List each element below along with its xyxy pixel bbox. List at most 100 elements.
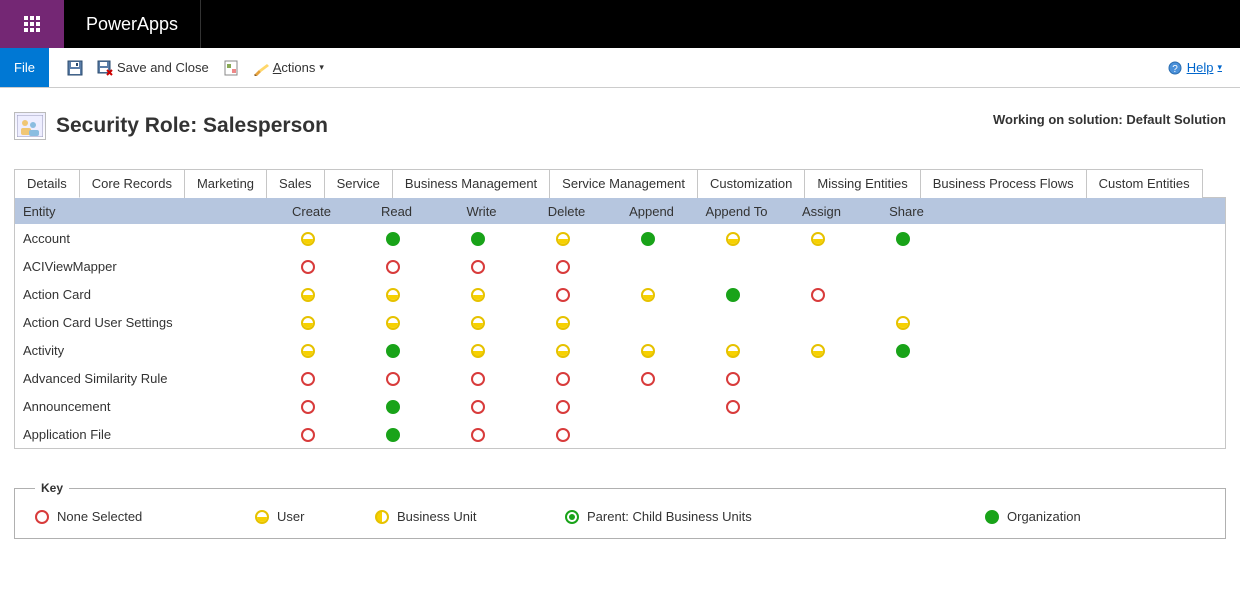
column-header: Assign — [775, 204, 860, 219]
file-button[interactable]: File — [0, 48, 49, 87]
permission-cell[interactable] — [435, 426, 520, 442]
permission-cell[interactable] — [520, 398, 605, 414]
tab-business-process-flows[interactable]: Business Process Flows — [920, 169, 1087, 198]
permission-cell[interactable] — [265, 286, 350, 302]
permission-indicator-none — [726, 400, 740, 414]
permission-cell[interactable] — [350, 314, 435, 330]
permission-cell[interactable] — [265, 342, 350, 358]
permission-cell[interactable] — [690, 286, 775, 302]
permission-cell[interactable] — [435, 398, 520, 414]
permission-cell[interactable] — [435, 342, 520, 358]
save-button[interactable] — [67, 60, 83, 76]
permission-indicator-parent — [565, 510, 579, 524]
permission-cell[interactable] — [435, 258, 520, 274]
permission-cell[interactable] — [435, 230, 520, 246]
permission-cell[interactable] — [690, 342, 775, 358]
top-bar: PowerApps — [0, 0, 1240, 48]
waffle-icon — [24, 16, 40, 32]
column-header: Append To — [690, 204, 775, 219]
tab-service-management[interactable]: Service Management — [549, 169, 698, 198]
key-label: None Selected — [57, 509, 142, 524]
toolbar-separator-icon — [223, 60, 239, 76]
permission-indicator-org — [985, 510, 999, 524]
permission-cell[interactable] — [435, 286, 520, 302]
permission-cell[interactable] — [690, 230, 775, 246]
permission-indicator-user — [896, 316, 910, 330]
permission-cell[interactable] — [520, 286, 605, 302]
permission-cell[interactable] — [265, 426, 350, 442]
entity-name: Activity — [15, 343, 265, 358]
permission-cell[interactable] — [775, 342, 860, 358]
save-and-close-label: Save and Close — [117, 60, 209, 75]
permission-cell[interactable] — [605, 342, 690, 358]
permission-cell[interactable] — [520, 258, 605, 274]
permission-cell[interactable] — [860, 230, 945, 246]
permission-indicator-none — [641, 372, 655, 386]
permission-cell[interactable] — [860, 342, 945, 358]
app-launcher-button[interactable] — [0, 0, 64, 48]
permission-indicator-org — [471, 232, 485, 246]
permission-cell[interactable] — [775, 286, 860, 302]
column-header: Write — [435, 204, 520, 219]
permission-cell[interactable] — [265, 230, 350, 246]
permission-cell[interactable] — [350, 342, 435, 358]
key-label: Organization — [1007, 509, 1081, 524]
chevron-down-icon: ▾ — [319, 62, 324, 73]
permission-cell[interactable] — [520, 230, 605, 246]
tab-custom-entities[interactable]: Custom Entities — [1086, 169, 1203, 198]
actions-button[interactable]: Actions ▾ — [253, 60, 324, 76]
permission-indicator-user — [301, 316, 315, 330]
permission-indicator-none — [556, 400, 570, 414]
permission-cell[interactable] — [775, 230, 860, 246]
entity-name: Announcement — [15, 399, 265, 414]
permission-cell[interactable] — [520, 314, 605, 330]
permission-indicator-user — [556, 232, 570, 246]
key-item-bu: Business Unit — [375, 509, 565, 524]
permission-indicator-none — [386, 260, 400, 274]
permission-cell[interactable] — [265, 258, 350, 274]
permission-indicator-user — [386, 288, 400, 302]
tab-marketing[interactable]: Marketing — [184, 169, 267, 198]
permission-cell[interactable] — [350, 286, 435, 302]
permission-indicator-org — [386, 400, 400, 414]
permission-cell[interactable] — [435, 370, 520, 386]
permission-cell[interactable] — [350, 230, 435, 246]
permission-indicator-none — [811, 288, 825, 302]
permission-cell[interactable] — [520, 426, 605, 442]
permission-cell[interactable] — [605, 370, 690, 386]
permission-cell[interactable] — [350, 426, 435, 442]
tab-missing-entities[interactable]: Missing Entities — [804, 169, 920, 198]
permission-cell[interactable] — [350, 258, 435, 274]
permission-cell[interactable] — [265, 398, 350, 414]
permission-indicator-none — [301, 260, 315, 274]
tab-core-records[interactable]: Core Records — [79, 169, 185, 198]
permission-cell[interactable] — [690, 398, 775, 414]
save-and-close-button[interactable]: Save and Close — [97, 60, 209, 76]
actions-label: Actions — [273, 60, 316, 75]
permission-cell[interactable] — [520, 370, 605, 386]
permission-cell[interactable] — [350, 398, 435, 414]
permission-cell[interactable] — [690, 370, 775, 386]
permission-cell[interactable] — [520, 342, 605, 358]
permission-indicator-none — [471, 428, 485, 442]
table-row: Action Card User Settings — [15, 308, 1225, 336]
tab-sales[interactable]: Sales — [266, 169, 325, 198]
permission-cell[interactable] — [860, 314, 945, 330]
permission-cell[interactable] — [350, 370, 435, 386]
tab-business-management[interactable]: Business Management — [392, 169, 550, 198]
permission-cell[interactable] — [435, 314, 520, 330]
permission-cell[interactable] — [265, 370, 350, 386]
permission-indicator-none — [556, 428, 570, 442]
tab-service[interactable]: Service — [324, 169, 393, 198]
permission-cell[interactable] — [605, 286, 690, 302]
table-row: Application File — [15, 420, 1225, 448]
help-button[interactable]: ? Help ▾ — [1167, 60, 1222, 76]
permission-indicator-none — [386, 372, 400, 386]
permission-cell[interactable] — [605, 230, 690, 246]
permission-indicator-bu — [375, 510, 389, 524]
permission-cell[interactable] — [265, 314, 350, 330]
entity-name: Advanced Similarity Rule — [15, 371, 265, 386]
entity-name: Account — [15, 231, 265, 246]
tab-customization[interactable]: Customization — [697, 169, 805, 198]
tab-details[interactable]: Details — [14, 169, 80, 198]
